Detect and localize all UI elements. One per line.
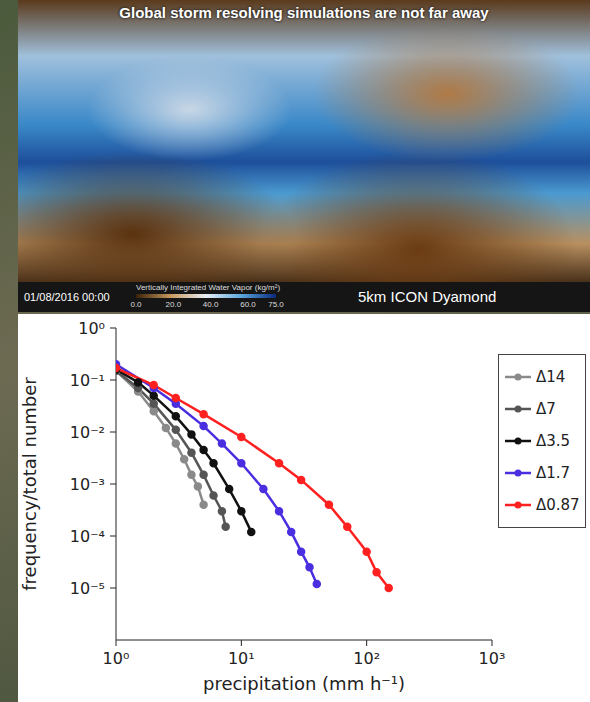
html-text:Δ3.5: Δ3.5 — [536, 432, 571, 450]
svg-text:10⁻³: 10⁻³ — [70, 475, 105, 494]
html-text:Vertically Integrated Water Va: Vertically Integrated Water Vapor (kg/m²… — [136, 283, 281, 292]
html-text:20.0: 20.0 — [165, 300, 182, 309]
html-text:Δ14: Δ14 — [536, 368, 566, 386]
html-text:5km ICON Dyamond: 5km ICON Dyamond — [358, 288, 497, 305]
svg-text:frequency/total number: frequency/total number — [19, 377, 40, 591]
html-text:0.0: 0.0 — [130, 300, 142, 309]
html-text:01/08/2016 00:00: 01/08/2016 00:00 — [24, 291, 110, 303]
svg-text:10⁰: 10⁰ — [103, 649, 130, 668]
svg-text:precipitation (mm h⁻¹): precipitation (mm h⁻¹) — [203, 673, 405, 694]
svg-text:10³: 10³ — [479, 649, 506, 668]
html-text:40.0: 40.0 — [202, 300, 219, 309]
svg-text:10⁻¹: 10⁻¹ — [70, 371, 105, 390]
svg-text:10²: 10² — [353, 649, 380, 668]
svg-text:10⁻²: 10⁻² — [70, 423, 105, 442]
html-text:Δ1.7: Δ1.7 — [536, 464, 571, 482]
svg-text:10¹: 10¹ — [228, 649, 255, 668]
html-text:Global storm resolving simulat: Global storm resolving simulations are n… — [119, 4, 489, 21]
svg-text:10⁰: 10⁰ — [78, 319, 105, 338]
html-text:60.0: 60.0 — [240, 300, 256, 309]
html-text:75.0: 75.0 — [268, 300, 284, 309]
svg-text:10⁻⁵: 10⁻⁵ — [70, 579, 105, 598]
svg-text:10⁻⁴: 10⁻⁴ — [70, 527, 105, 546]
html-text:Δ7: Δ7 — [536, 400, 556, 418]
html-text:Δ0.87: Δ0.87 — [536, 496, 580, 514]
